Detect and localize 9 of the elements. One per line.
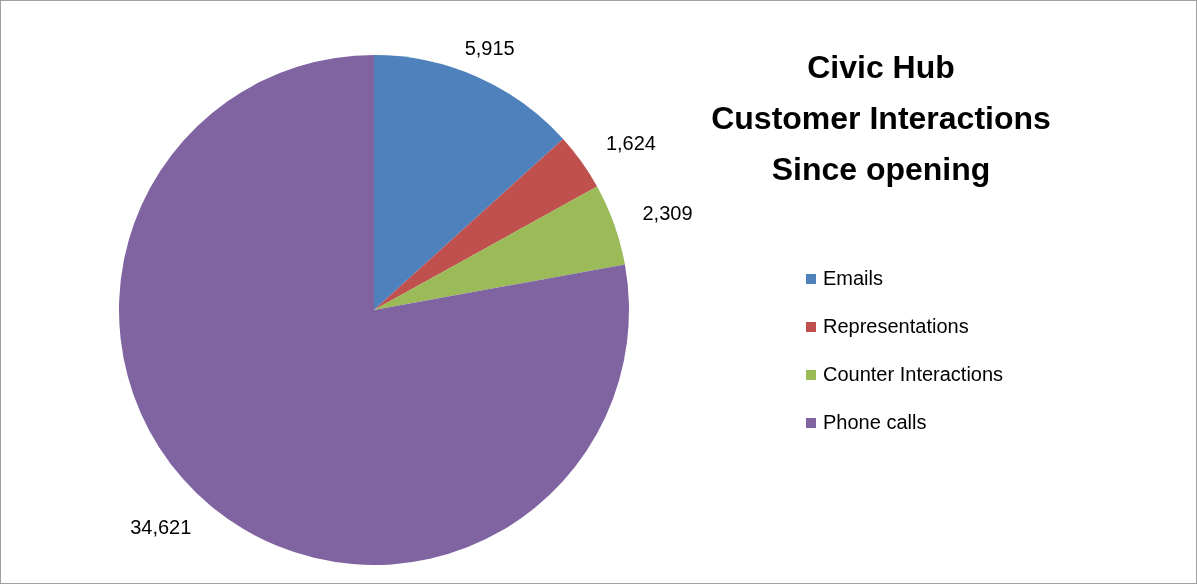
data-label: 34,621 xyxy=(130,516,192,539)
data-label: 2,309 xyxy=(642,201,693,224)
legend-label: Emails xyxy=(823,266,884,289)
data-label: 5,915 xyxy=(464,37,515,60)
legend-label: Representations xyxy=(823,314,969,337)
legend-label: Phone calls xyxy=(823,410,927,433)
data-label: 1,624 xyxy=(605,131,656,154)
legend-label: Counter Interactions xyxy=(823,362,1004,385)
text: Civic Hub Customer Interactions Since opening xyxy=(711,48,1051,187)
